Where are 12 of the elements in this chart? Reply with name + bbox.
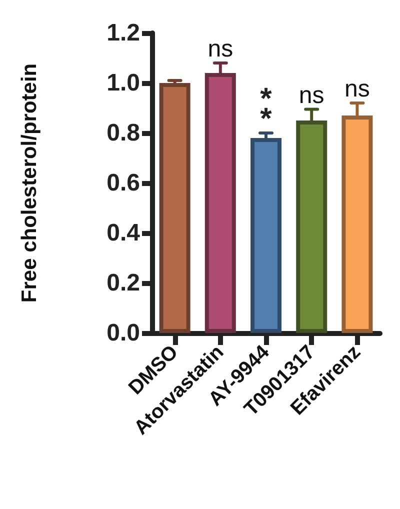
- annotation: ns: [208, 36, 234, 62]
- annotation: ns: [344, 76, 370, 102]
- annotation: **: [260, 82, 272, 136]
- y-axis-title: Free cholesterol/protein: [18, 63, 41, 303]
- y-tick-label: 0.8: [106, 120, 140, 146]
- y-tick-label: 0.6: [106, 170, 140, 196]
- y-tick-label: 0.2: [106, 270, 140, 296]
- y-tick-label: 0.0: [106, 320, 140, 346]
- annotation: ns: [298, 82, 324, 109]
- y-tick-label: 1.0: [106, 70, 140, 96]
- y-tick-label: 0.4: [106, 220, 141, 246]
- y-tick-label: 1.2: [106, 20, 140, 46]
